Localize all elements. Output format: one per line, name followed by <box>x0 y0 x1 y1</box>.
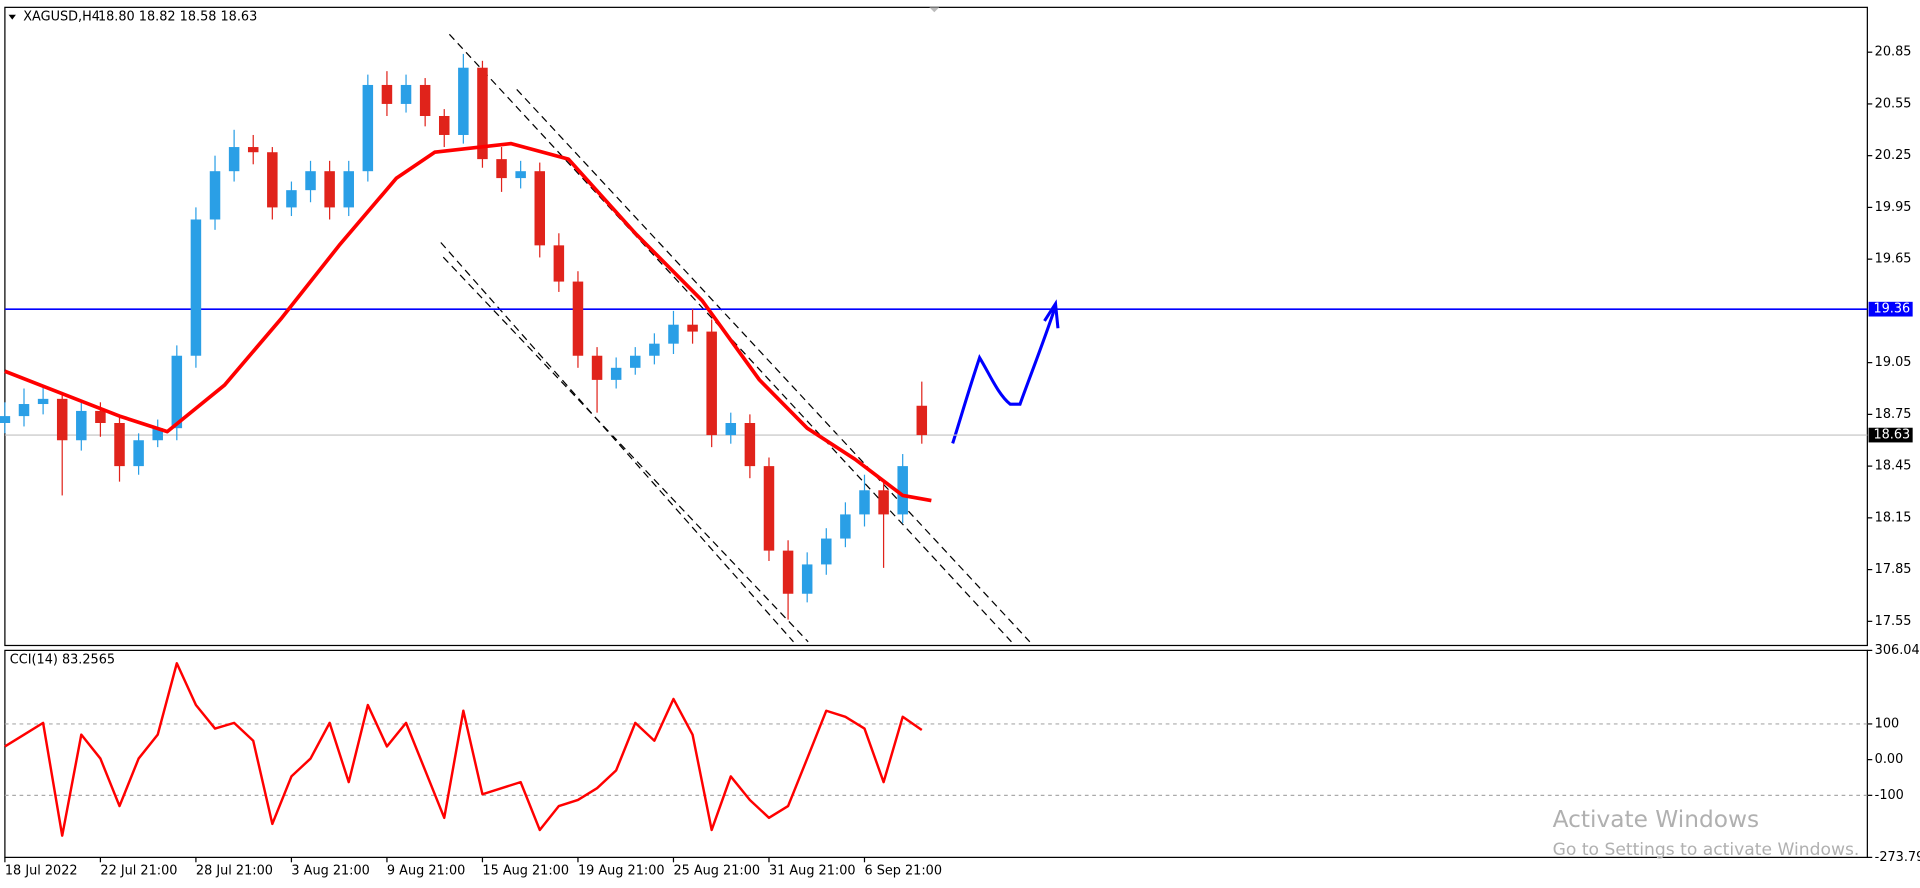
cci-title: CCI(14) 83.2565 <box>10 653 115 668</box>
candle-body <box>419 84 431 117</box>
candle-body <box>247 147 259 153</box>
projection-arrow <box>951 299 1060 444</box>
candle-body <box>534 171 546 246</box>
x-tick-label: 6 Sep 21:00 <box>864 863 942 878</box>
candle-body <box>324 171 335 208</box>
y-tick-label: 18.75 <box>1875 407 1912 422</box>
candle-body <box>56 398 68 441</box>
candle-body <box>95 410 106 423</box>
x-tick-label: 22 Jul 21:00 <box>100 863 177 878</box>
candle-body <box>515 171 526 179</box>
price-label-box <box>1868 427 1913 443</box>
y-tick-label: 18.15 <box>1875 510 1912 525</box>
candle-body <box>859 490 870 515</box>
y-tick-label: -100 <box>1875 788 1904 803</box>
y-tick-label: 19.95 <box>1875 200 1912 215</box>
candle-body <box>821 538 832 565</box>
candle-body <box>152 428 163 441</box>
candle-body <box>381 84 393 104</box>
watermark-title: Activate Windows <box>1553 806 1759 833</box>
candle-body <box>343 171 354 208</box>
candle-body <box>18 404 30 417</box>
channel-line <box>442 256 809 643</box>
watermark-subtitle: Go to Settings to activate Windows. <box>1553 840 1860 860</box>
candle-body <box>305 171 316 191</box>
quote: 18.80 18.82 18.58 18.63 <box>98 10 257 25</box>
candle-body <box>897 466 908 515</box>
candle-body <box>438 116 450 135</box>
candle-body <box>744 422 756 467</box>
candle-body <box>171 355 183 429</box>
candle-body <box>133 440 144 467</box>
symbol-title: XAGUSD,H4 <box>23 10 100 25</box>
x-tick-label: 3 Aug 21:00 <box>291 863 369 878</box>
price-label-box <box>1868 301 1913 317</box>
channel-line <box>516 88 1031 643</box>
x-tick-label: 28 Jul 21:00 <box>196 863 273 878</box>
candle-body <box>400 84 412 104</box>
candle-body <box>840 514 851 539</box>
y-tick-label: -273.796 <box>1875 850 1920 865</box>
candle-body <box>610 367 622 380</box>
y-tick-label: 17.55 <box>1875 614 1912 629</box>
price-label: 18.63 <box>1873 428 1910 443</box>
y-tick-label: 306.049 <box>1875 643 1920 658</box>
y-tick-label: 19.05 <box>1875 355 1912 370</box>
moving-average <box>4 141 932 503</box>
candle-body <box>706 331 717 436</box>
x-tick-label: 31 Aug 21:00 <box>769 863 856 878</box>
menu-arrow[interactable] <box>8 14 16 20</box>
candle-body <box>725 422 737 436</box>
x-tick-label: 15 Aug 21:00 <box>482 863 569 878</box>
x-tick-label: 18 Jul 2022 <box>5 863 78 878</box>
y-tick-label: 19.65 <box>1875 252 1912 267</box>
candle-body <box>763 466 775 551</box>
y-tick-label: 0.00 <box>1875 752 1904 767</box>
y-tick-label: 20.55 <box>1875 96 1912 111</box>
cci-pane-frame <box>4 649 1868 858</box>
candle-body <box>477 67 488 160</box>
candle-body <box>916 405 928 436</box>
y-tick-label: 100 <box>1875 716 1900 731</box>
y-tick-label: 17.85 <box>1875 562 1912 577</box>
candle-body <box>878 490 889 515</box>
candle-body <box>114 422 125 467</box>
candle-body <box>782 550 794 594</box>
candle-body <box>76 410 87 441</box>
y-tick-label: 20.25 <box>1875 148 1912 163</box>
y-tick-label: 20.85 <box>1875 45 1912 60</box>
candle-body <box>801 564 813 594</box>
candle-body <box>0 416 11 423</box>
candle-body <box>458 67 469 135</box>
candle-body <box>190 219 202 356</box>
candle-body <box>572 281 584 356</box>
shift-marker <box>929 7 940 13</box>
candle-body <box>496 159 507 179</box>
candle-body <box>553 245 565 282</box>
cci-line <box>4 662 923 837</box>
candle-body <box>687 324 698 332</box>
x-tick-label: 19 Aug 21:00 <box>578 863 665 878</box>
price-label: 19.36 <box>1873 302 1910 317</box>
candle-body <box>591 355 603 380</box>
candle-body <box>649 343 660 356</box>
candle-body <box>362 84 374 172</box>
candle-body <box>228 147 240 172</box>
candle-body <box>668 324 679 344</box>
candle-body <box>209 171 221 220</box>
candle-body <box>630 355 641 368</box>
candle-body <box>286 190 297 208</box>
channel-line <box>448 33 1012 643</box>
y-tick-label: 18.45 <box>1875 459 1912 474</box>
candle-body <box>37 398 49 405</box>
x-tick-label: 25 Aug 21:00 <box>673 863 760 878</box>
x-tick-label: 9 Aug 21:00 <box>387 863 465 878</box>
candle-body <box>267 152 278 208</box>
